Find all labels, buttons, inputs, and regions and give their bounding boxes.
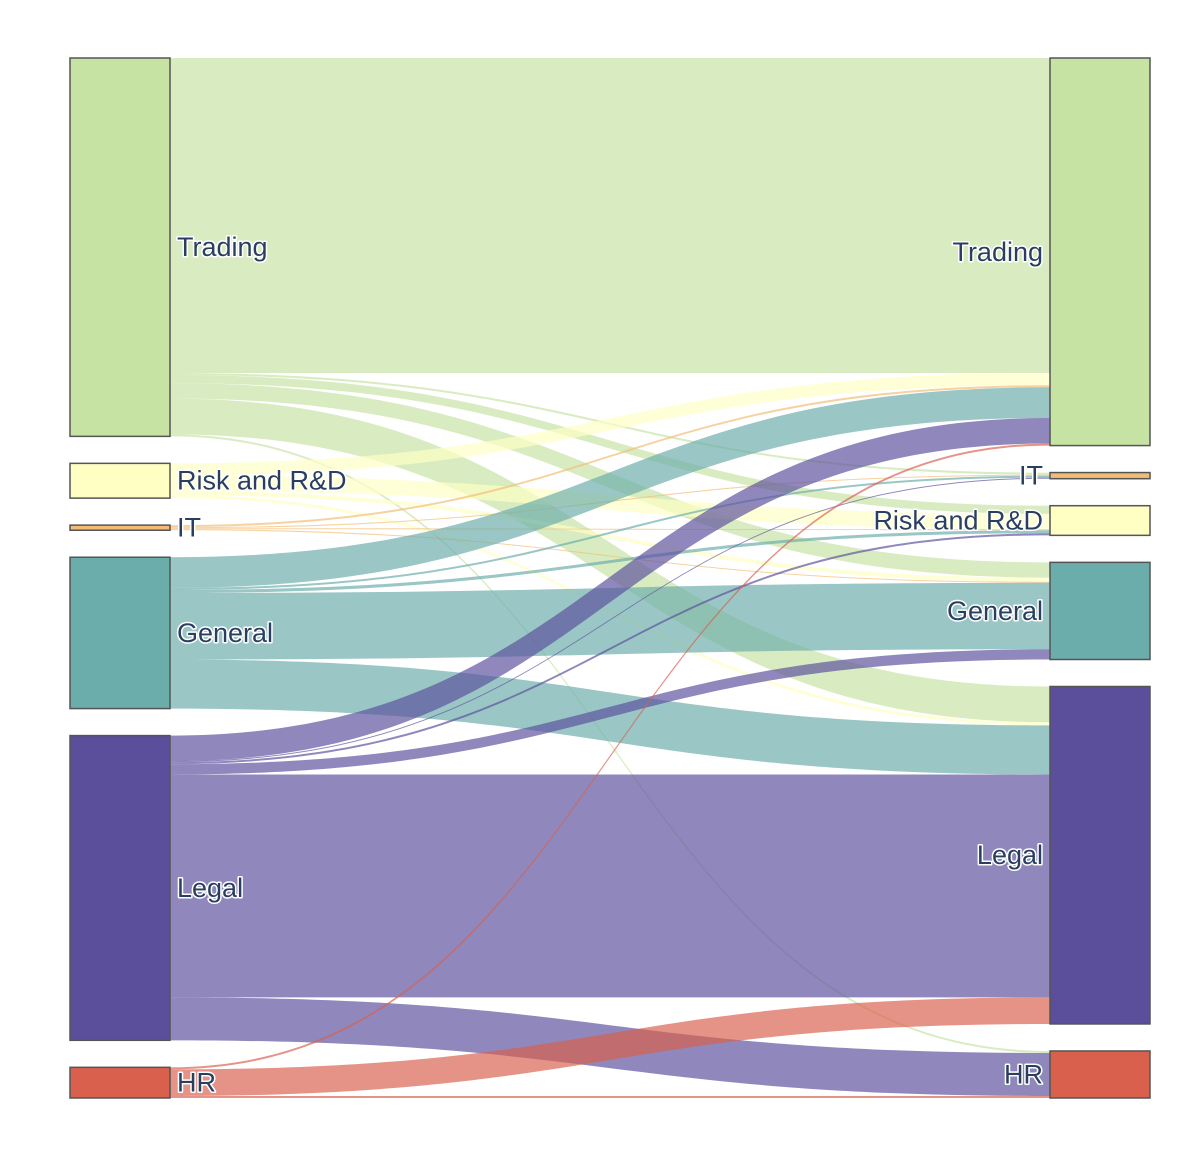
link-src-general-to-tgt-general[interactable] (170, 582, 1050, 660)
label-tgt-general: General (947, 596, 1043, 626)
label-tgt-it: IT (1019, 461, 1043, 491)
node-tgt-risk[interactable] (1049, 504, 1151, 537)
links-layer (170, 58, 1050, 1098)
link-src-hr-to-tgt-legal[interactable] (170, 997, 1050, 1096)
node-src-legal[interactable] (69, 734, 171, 1042)
link-src-hr-to-tgt-hr[interactable] (170, 1095, 1050, 1098)
node-src-trading[interactable] (69, 57, 171, 438)
link-src-trading-to-tgt-hr[interactable] (170, 434, 1050, 1054)
node-src-hr[interactable] (69, 1066, 171, 1099)
node-tgt-trading[interactable] (1049, 57, 1151, 447)
link-src-legal-to-tgt-risk[interactable] (170, 533, 1050, 765)
link-src-risk-to-tgt-trading[interactable] (170, 372, 1050, 476)
label-tgt-legal: Legal (977, 840, 1043, 870)
link-src-it-to-tgt-risk[interactable] (170, 528, 1050, 531)
link-src-general-to-tgt-trading[interactable] (170, 387, 1050, 588)
link-src-legal-to-tgt-it[interactable] (170, 477, 1050, 763)
label-tgt-trading: Trading (952, 237, 1043, 267)
node-tgt-it[interactable] (1049, 471, 1151, 480)
link-src-it-to-tgt-trading[interactable] (170, 385, 1050, 528)
label-tgt-hr: HR (1004, 1059, 1043, 1089)
link-src-general-to-tgt-risk[interactable] (170, 530, 1050, 594)
label-src-hr: HR (177, 1068, 216, 1098)
label-src-general: General (177, 618, 273, 648)
link-src-legal-to-tgt-legal[interactable] (170, 774, 1050, 998)
link-src-trading-to-tgt-trading[interactable] (170, 58, 1050, 373)
link-src-general-to-tgt-it[interactable] (170, 475, 1050, 590)
label-tgt-risk: Risk and R&D (873, 506, 1043, 536)
node-tgt-hr[interactable] (1049, 1050, 1151, 1099)
link-src-trading-to-tgt-risk[interactable] (170, 375, 1050, 514)
labels-layer: Trading Risk and R&D IT General Legal HR Tradi… (176, 231, 1045, 1099)
nodes-layer (69, 57, 1151, 1099)
link-src-risk-to-tgt-general[interactable] (170, 490, 1050, 582)
node-tgt-legal[interactable] (1049, 685, 1151, 1025)
link-src-hr-to-tgt-trading[interactable] (170, 443, 1050, 1070)
label-src-risk: Risk and R&D (177, 466, 347, 496)
link-src-it-to-tgt-general[interactable] (170, 529, 1050, 583)
node-tgt-general[interactable] (1049, 561, 1151, 661)
label-src-trading: Trading (177, 232, 268, 262)
node-src-it[interactable] (69, 524, 171, 531)
link-src-legal-to-tgt-general[interactable] (170, 649, 1050, 775)
node-src-risk[interactable] (69, 462, 171, 499)
label-src-legal: Legal (177, 873, 243, 903)
node-src-general[interactable] (69, 556, 171, 710)
label-src-it: IT (177, 513, 201, 543)
link-src-general-to-tgt-legal[interactable] (170, 659, 1050, 775)
link-src-legal-to-tgt-trading[interactable] (170, 417, 1050, 762)
